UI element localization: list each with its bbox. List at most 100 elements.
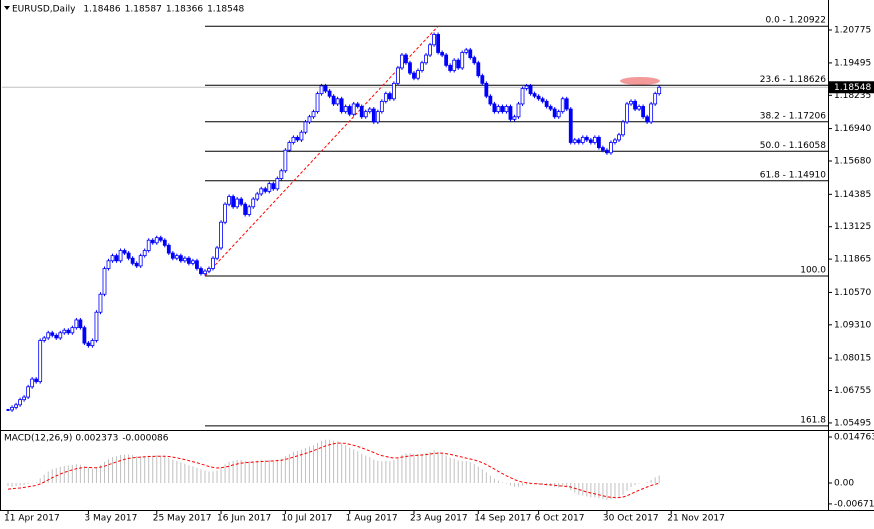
y-tick-label: 1.06755 — [834, 386, 871, 396]
candle — [468, 49, 473, 59]
candle — [629, 100, 633, 105]
candle — [641, 106, 646, 118]
macd-signal — [7, 442, 660, 499]
candle — [588, 139, 593, 143]
candle — [540, 98, 545, 102]
candle — [568, 108, 573, 143]
candle — [50, 332, 55, 336]
candle — [444, 54, 449, 66]
candle — [504, 106, 509, 113]
candle — [70, 327, 75, 334]
candle — [98, 293, 103, 313]
candle — [182, 257, 187, 262]
y-tick-label: 1.19495 — [834, 58, 871, 68]
candle — [215, 247, 219, 259]
candle — [584, 136, 589, 141]
candle — [621, 121, 625, 136]
candle — [126, 252, 131, 259]
candle — [564, 98, 569, 110]
candle — [307, 116, 312, 123]
candle — [142, 250, 147, 257]
trendline — [204, 25, 439, 277]
candle — [295, 136, 300, 141]
x-tick-label: 10 Jul 2017 — [281, 514, 332, 524]
candle — [283, 149, 288, 172]
candle — [22, 396, 27, 401]
candle — [544, 100, 549, 107]
candle — [387, 93, 392, 100]
x-tick-label: 3 May 2017 — [84, 514, 137, 524]
fib-label: 61.8 - 1.14910 — [760, 170, 826, 180]
y-tick-label: 1.15680 — [834, 157, 871, 167]
candle — [560, 98, 565, 113]
candle — [315, 93, 320, 113]
fib-label: 50.0 - 1.16058 — [760, 141, 826, 151]
candle — [235, 198, 240, 208]
candle — [400, 54, 404, 69]
price-box — [828, 81, 874, 94]
macd-value: 0.002373 — [75, 434, 118, 444]
candle — [339, 98, 344, 113]
x-tick-label: 14 Sep 2017 — [474, 514, 531, 524]
candle — [480, 75, 485, 84]
candle — [46, 332, 51, 339]
candle — [424, 54, 428, 64]
candle — [251, 198, 256, 208]
y-tick-label: 1.08015 — [834, 354, 871, 364]
candle — [516, 103, 521, 118]
candle — [335, 98, 340, 105]
y-tick-label: 1.13125 — [834, 222, 871, 232]
candle — [211, 257, 215, 269]
candle — [532, 93, 537, 97]
candle — [134, 262, 139, 267]
candle — [203, 270, 207, 275]
ohlc-value: 1.18486 — [83, 5, 120, 15]
candle — [601, 147, 605, 151]
candle — [609, 142, 613, 154]
fib-label: 100.0 — [800, 265, 826, 275]
fib-label: 161.8 — [800, 415, 826, 425]
candle — [548, 106, 553, 110]
candle — [355, 103, 360, 107]
candle — [448, 64, 453, 71]
candle — [223, 203, 227, 223]
x-tick-label: 1 Aug 2017 — [346, 514, 398, 524]
candle — [158, 237, 163, 241]
candle — [78, 319, 83, 329]
candle — [114, 255, 119, 262]
candle — [162, 239, 167, 246]
candle — [408, 62, 412, 74]
candle — [166, 244, 171, 254]
y-tick-label: 1.09310 — [834, 320, 871, 330]
y-tick-label: 1.20775 — [834, 25, 871, 35]
candle — [62, 329, 67, 334]
macd-value: -0.000086 — [122, 434, 168, 444]
candle — [174, 255, 179, 259]
x-tick-label: 11 Apr 2017 — [4, 514, 60, 524]
candle — [572, 139, 577, 143]
candle — [592, 136, 597, 143]
candle — [508, 106, 513, 120]
ohlc-value: 1.18587 — [125, 5, 162, 15]
candle — [363, 111, 368, 118]
symbol-label: EURUSD,Daily — [12, 5, 76, 15]
candle — [556, 111, 561, 118]
candle — [18, 399, 22, 406]
y-tick-label: 1.10570 — [834, 288, 871, 298]
candle — [271, 183, 276, 190]
y-tick-label: 1.14385 — [834, 190, 871, 200]
candle — [122, 250, 127, 254]
fib-label: 38.2 - 1.17206 — [760, 111, 826, 121]
candle — [552, 108, 557, 118]
macd-y-tick-label: 0.00 — [834, 478, 854, 488]
candle — [34, 378, 39, 383]
candle — [110, 255, 115, 262]
fib-label: 0.0 - 1.20922 — [766, 16, 827, 26]
candle — [488, 95, 493, 105]
candle — [303, 121, 308, 133]
candle — [14, 404, 18, 408]
candle — [6, 408, 10, 411]
candle — [94, 311, 99, 341]
x-tick-label: 30 Oct 2017 — [603, 514, 659, 524]
